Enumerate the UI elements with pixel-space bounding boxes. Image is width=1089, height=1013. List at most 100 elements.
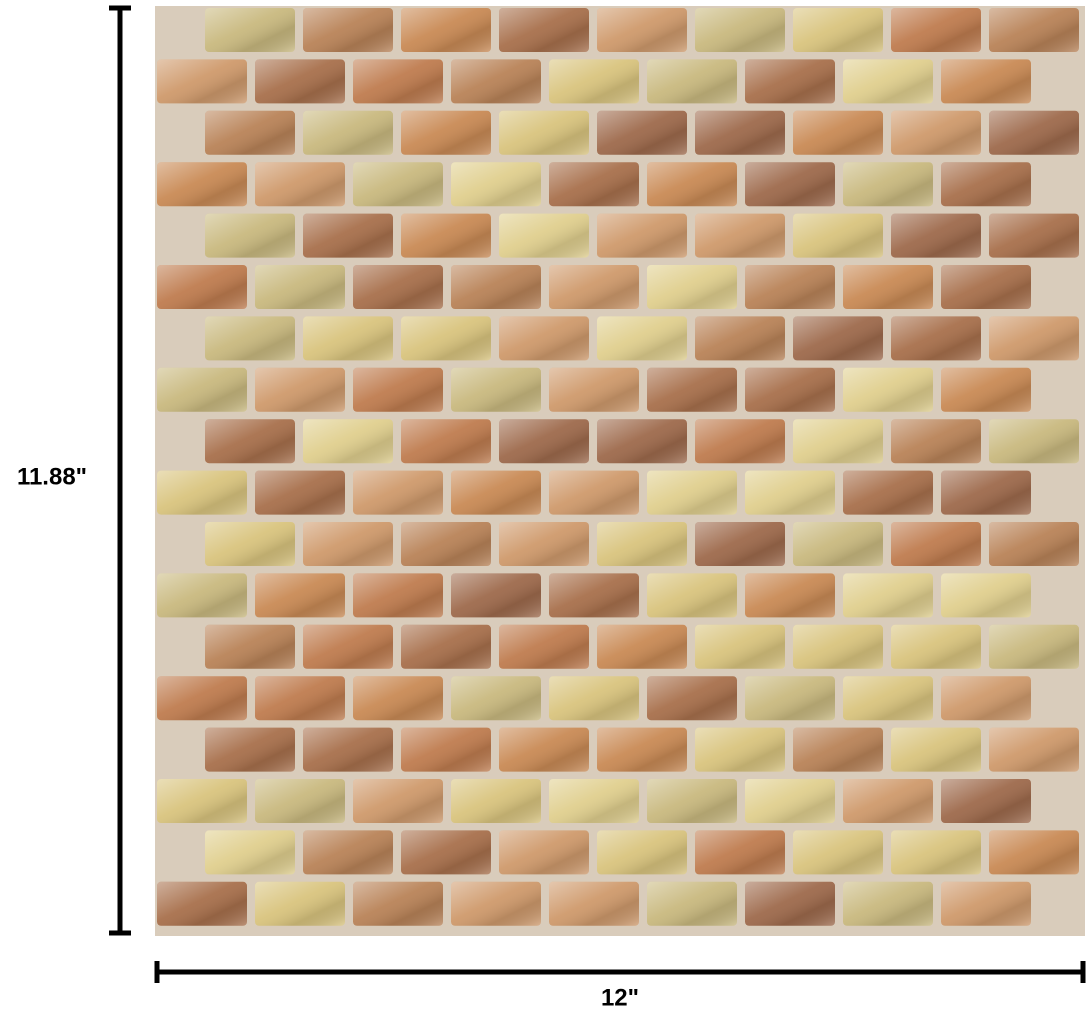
tile-sheen bbox=[401, 727, 491, 772]
tile-sheen bbox=[941, 676, 1031, 721]
tile-sheen bbox=[157, 573, 247, 618]
tile-sheen bbox=[745, 59, 835, 104]
tile-sheen bbox=[891, 727, 981, 772]
tile-sheen bbox=[451, 779, 541, 823]
tile-sheen bbox=[499, 110, 589, 155]
tile-sheen bbox=[205, 419, 295, 464]
tile-sheen bbox=[205, 316, 295, 361]
tile-sheen bbox=[451, 676, 541, 721]
tile-sheen bbox=[745, 265, 835, 309]
tile-sheen bbox=[647, 470, 737, 515]
tile-sheen bbox=[597, 316, 687, 361]
tile-sheen bbox=[597, 522, 687, 566]
tile-sheen bbox=[597, 8, 687, 52]
tile-sheen bbox=[941, 367, 1031, 412]
tile-sheen bbox=[499, 8, 589, 52]
tile-sheen bbox=[989, 727, 1079, 772]
tile-sheen bbox=[499, 830, 589, 875]
tile-sheen bbox=[549, 573, 639, 618]
tile-sheen bbox=[401, 522, 491, 566]
tile-sheen bbox=[647, 59, 737, 104]
tile-sheen bbox=[353, 676, 443, 721]
tile-sheen bbox=[205, 110, 295, 155]
tile-sheen bbox=[891, 316, 981, 361]
tile-sheen bbox=[843, 162, 933, 207]
tile-sheen bbox=[499, 727, 589, 772]
tile-sheen bbox=[255, 162, 345, 207]
tile-sheen bbox=[647, 573, 737, 618]
tile-sheen bbox=[451, 573, 541, 618]
tile-sheen bbox=[695, 830, 785, 875]
tile-sheen bbox=[941, 470, 1031, 515]
tile-sheen bbox=[793, 522, 883, 566]
tile-sheen bbox=[157, 779, 247, 823]
tile-sheen bbox=[205, 213, 295, 258]
tile-sheen bbox=[499, 419, 589, 464]
tile-sheen bbox=[303, 830, 393, 875]
tile-sheen bbox=[401, 110, 491, 155]
tile-sheen bbox=[597, 419, 687, 464]
tile-sheen bbox=[303, 110, 393, 155]
tile-sheen bbox=[303, 8, 393, 52]
tile-sheen bbox=[255, 676, 345, 721]
tile-sheen bbox=[157, 162, 247, 207]
tile-sheen bbox=[549, 59, 639, 104]
tile-sheen bbox=[451, 881, 541, 926]
tile-sheen bbox=[255, 265, 345, 309]
tile-sheen bbox=[647, 779, 737, 823]
tile-sheen bbox=[205, 522, 295, 566]
tile-sheen bbox=[745, 162, 835, 207]
tile-sheen bbox=[793, 624, 883, 669]
tile-sheen bbox=[549, 367, 639, 412]
mosaic-tile-sheet bbox=[155, 6, 1085, 936]
tile-sheen bbox=[157, 881, 247, 926]
tile-sheen bbox=[843, 265, 933, 309]
tile-sheen bbox=[647, 881, 737, 926]
tile-sheen bbox=[843, 573, 933, 618]
tile-sheen bbox=[401, 830, 491, 875]
tile-sheen bbox=[695, 522, 785, 566]
tile-sheen bbox=[891, 624, 981, 669]
tile-sheen bbox=[597, 110, 687, 155]
tile-sheen bbox=[353, 779, 443, 823]
tile-sheen bbox=[745, 573, 835, 618]
tile-sheen bbox=[157, 676, 247, 721]
tile-sheen bbox=[597, 624, 687, 669]
tile-sheen bbox=[157, 59, 247, 104]
tile-sheen bbox=[695, 316, 785, 361]
tile-sheen bbox=[695, 213, 785, 258]
tile-sheen bbox=[941, 573, 1031, 618]
tile-sheen bbox=[303, 316, 393, 361]
tile-sheen bbox=[401, 316, 491, 361]
tile-sheen bbox=[353, 59, 443, 104]
tile-sheen bbox=[989, 522, 1079, 566]
tile-sheen bbox=[255, 779, 345, 823]
tile-sheen bbox=[695, 419, 785, 464]
tile-sheen bbox=[401, 624, 491, 669]
tile-sheen bbox=[255, 367, 345, 412]
tile-sheen bbox=[597, 830, 687, 875]
height-label: 11.88" bbox=[17, 463, 87, 490]
tile-sheen bbox=[597, 213, 687, 258]
tile-sheen bbox=[401, 419, 491, 464]
tile-sheen bbox=[843, 779, 933, 823]
tile-sheen bbox=[597, 727, 687, 772]
tile-sheen bbox=[255, 881, 345, 926]
tile-sheen bbox=[989, 8, 1079, 52]
tile-sheen bbox=[549, 881, 639, 926]
tile-sheen bbox=[303, 727, 393, 772]
tile-sheen bbox=[647, 676, 737, 721]
tile-sheen bbox=[695, 8, 785, 52]
tile-sheen bbox=[205, 8, 295, 52]
tile-sheen bbox=[647, 265, 737, 309]
tile-sheen bbox=[891, 213, 981, 258]
tile-sheen bbox=[499, 213, 589, 258]
tile-sheen bbox=[745, 367, 835, 412]
tile-sheen bbox=[303, 213, 393, 258]
tile-sheen bbox=[303, 624, 393, 669]
tile-sheen bbox=[941, 881, 1031, 926]
tile-sheen bbox=[793, 316, 883, 361]
tile-sheen bbox=[549, 470, 639, 515]
tile-sheen bbox=[353, 573, 443, 618]
